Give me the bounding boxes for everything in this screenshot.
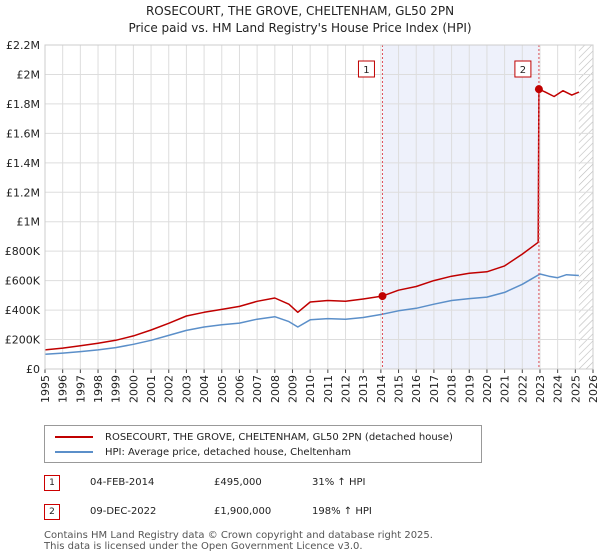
footer-attribution: Contains HM Land Registry data © Crown c… [44, 530, 433, 552]
x-tick-label: 2013 [357, 375, 370, 403]
chart-subtitle: Price paid vs. HM Land Registry's House … [128, 21, 472, 35]
x-tick-label: 1999 [110, 375, 123, 403]
x-tick-label: 2007 [251, 375, 264, 403]
x-tick-label: 2003 [180, 375, 193, 403]
forecast-hatch-region [578, 45, 593, 369]
x-tick-label: 1997 [74, 375, 87, 403]
shaded-region [382, 45, 539, 369]
chart-title: ROSECOURT, THE GROVE, CHELTENHAM, GL50 2… [145, 4, 455, 18]
transaction-badge: 2 [44, 504, 60, 520]
x-tick-label: 2010 [304, 375, 317, 403]
plot-frame [44, 44, 594, 370]
transaction-hpi-change: 31% ↑ HPI [312, 477, 366, 488]
y-tick-label: £1M [17, 216, 41, 229]
y-tick-label: £600K [5, 275, 41, 288]
x-tick-label: 2019 [463, 375, 476, 403]
price-chart: 1 2 £0 £200K £400K £600K £800K £1M £1.2M £1.4M £1… [5, 39, 600, 403]
x-tick-label: 2021 [499, 375, 512, 403]
sale-marker-label: 2 [520, 65, 526, 76]
x-tick-label: 2011 [322, 375, 335, 403]
footer-line-licence: This data is licensed under the Open Gov… [44, 541, 363, 552]
x-tick-label: 2022 [516, 375, 529, 403]
x-tick-label: 2009 [286, 375, 299, 403]
chart-legend: ROSECOURT, THE GROVE, CHELTENHAM, GL50 2… [44, 425, 482, 463]
x-tick-label: 2023 [534, 375, 547, 403]
transaction-badge: 1 [44, 475, 60, 491]
x-tick-label: 1995 [39, 375, 52, 403]
transaction-date: 04-FEB-2014 [90, 477, 155, 488]
y-tick-label: £800K [5, 245, 41, 258]
x-tick-label: 2002 [163, 375, 176, 403]
x-tick-label: 2004 [198, 375, 211, 403]
x-tick-label: 2020 [481, 375, 494, 403]
x-tick-label: 2026 [587, 375, 600, 403]
x-tick-label: 2025 [569, 375, 582, 403]
legend-label-hpi: HPI: Average price, detached house, Chel… [105, 446, 351, 458]
y-tick-label: £0 [26, 363, 40, 376]
footer-line-copyright: Contains HM Land Registry data © Crown c… [44, 530, 433, 541]
transaction-date: 09-DEC-2022 [90, 506, 157, 517]
y-tick-label: £1.4M [6, 157, 40, 170]
y-tick-label: £2.2M [6, 39, 40, 52]
y-tick-label: £200K [5, 334, 41, 347]
x-tick-label: 2001 [145, 375, 158, 403]
y-tick-label: £2M [17, 68, 41, 81]
x-tick-label: 2017 [428, 375, 441, 403]
x-tick-label: 2006 [233, 375, 246, 403]
hpi-series-line [44, 273, 579, 356]
x-tick-label: 2016 [410, 375, 423, 403]
y-tick-label: £400K [5, 304, 41, 317]
y-tick-label: £1.8M [6, 98, 40, 111]
legend-label-property: ROSECOURT, THE GROVE, CHELTENHAM, GL50 2… [105, 431, 453, 443]
sale-marker-box [357, 60, 375, 78]
x-tick-label: 2008 [269, 375, 282, 403]
x-tick-label: 2012 [340, 375, 353, 403]
transaction-hpi-change: 198% ↑ HPI [312, 506, 372, 517]
legend-swatch-hpi [55, 451, 93, 453]
sale-point [534, 85, 543, 94]
x-tick-label: 2005 [216, 375, 229, 403]
sale-point [378, 292, 387, 301]
x-tick-label: 2014 [375, 375, 388, 403]
property-series-line [44, 88, 580, 351]
sale-marker-box [514, 60, 532, 78]
legend-swatch-property [55, 436, 93, 438]
x-tick-label: 2024 [552, 375, 565, 403]
x-tick-label: 1998 [92, 375, 105, 403]
x-tick-label: 2018 [446, 375, 459, 403]
x-tick-label: 2000 [127, 375, 140, 403]
legend-item-property: ROSECOURT, THE GROVE, CHELTENHAM, GL50 2… [55, 430, 453, 444]
x-tick-label: 2015 [393, 375, 406, 403]
transaction-price: £495,000 [214, 477, 262, 488]
y-tick-label: £1.2M [6, 186, 40, 199]
sale-marker-label: 1 [363, 65, 369, 76]
legend-item-hpi: HPI: Average price, detached house, Chel… [55, 445, 351, 459]
x-tick-label: 1996 [57, 375, 70, 403]
y-tick-label: £1.6M [6, 127, 40, 140]
transaction-price: £1,900,000 [214, 506, 272, 517]
